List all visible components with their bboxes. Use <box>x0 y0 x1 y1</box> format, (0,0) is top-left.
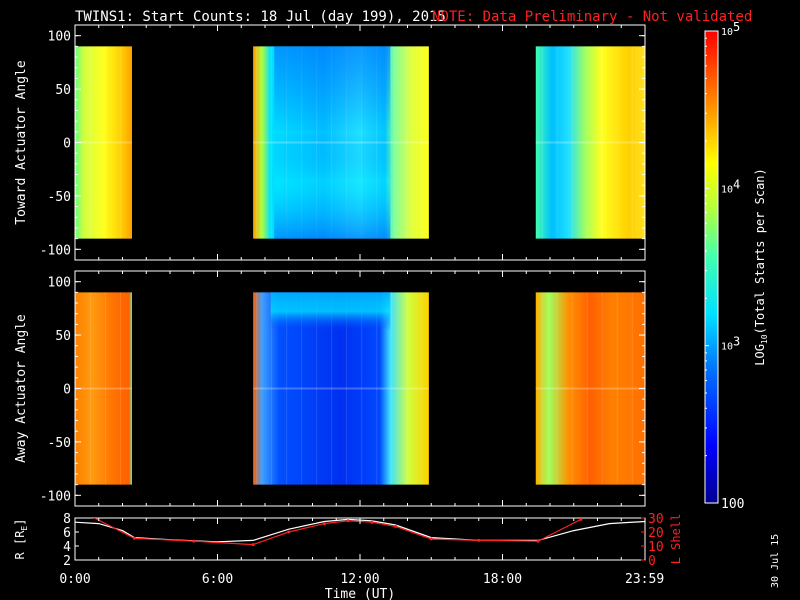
preliminary-note: NOTE: Data Preliminary - Not validated <box>432 9 753 25</box>
toward-panel: 100 50 0 -50 -100 Toward Actuator Angle <box>14 24 646 261</box>
toward-block-shading <box>274 46 391 239</box>
l-shell-point <box>370 520 374 524</box>
toward-stripe <box>90 46 91 239</box>
toward-stripe <box>631 46 633 239</box>
l-shell-point <box>536 539 540 543</box>
r-ytick-label: 8 <box>63 512 71 527</box>
colorbar-tick-label: 100 <box>721 497 744 512</box>
toward-stripe <box>556 46 558 239</box>
away-stripe <box>571 292 573 485</box>
time-tick-label: 6:00 <box>202 572 233 587</box>
l-shell-point <box>429 537 433 541</box>
away-ytick-label: 100 <box>48 276 71 291</box>
toward-stripe <box>586 46 588 239</box>
away-stripe <box>556 292 558 485</box>
away-ytick-label: 50 <box>55 329 71 344</box>
time-axis-label: Time (UT) <box>325 587 395 600</box>
away-stripe <box>631 292 633 485</box>
toward-block-0 <box>75 46 132 239</box>
lshell-axis-label: L Shell <box>669 514 683 565</box>
away-ytick-label: 0 <box>63 383 71 398</box>
toward-stripe <box>421 46 423 239</box>
l-shell-point <box>477 538 481 542</box>
r-ytick-label: 6 <box>63 526 71 541</box>
time-tick-label: 18:00 <box>483 572 522 587</box>
colorbar-tick-label: 104 <box>721 177 740 195</box>
toward-stripe <box>601 46 603 239</box>
r-ytick-label: 4 <box>63 540 71 555</box>
away-stripe <box>406 292 408 485</box>
time-tick-label: 0:00 <box>59 572 90 587</box>
toward-block-2 <box>535 46 645 239</box>
toward-ytick-label: 0 <box>63 137 71 152</box>
toward-stripe <box>391 46 393 239</box>
lshell-ytick-label: 10 <box>648 540 664 555</box>
l-shell-point <box>346 519 350 523</box>
colorbar-label: LOG10(Total Starts per Scan) <box>753 168 769 366</box>
away-stripe <box>256 292 258 485</box>
away-ytick-label: -100 <box>40 489 71 504</box>
away-panel: 100 50 0 -50 -100 Away Actuator Angle <box>14 270 646 507</box>
r-ytick-label: 2 <box>63 554 71 569</box>
away-stripe <box>601 292 603 485</box>
toward-stripe <box>571 46 573 239</box>
l-shell-point <box>579 518 583 521</box>
lshell-ytick-label: 30 <box>648 512 664 527</box>
away-block-2 <box>535 292 645 485</box>
r-axis-label: R [RE] <box>13 519 29 560</box>
time-tick-label: 12:00 <box>340 572 379 587</box>
away-stripe <box>391 292 393 485</box>
colorbar-tick-label: 103 <box>721 335 740 353</box>
l-shell-point <box>322 522 326 526</box>
lshell-ytick-label: 20 <box>648 526 664 541</box>
toward-stripe <box>120 46 121 239</box>
away-stripe <box>421 292 423 485</box>
away-stripe <box>90 292 91 485</box>
colorbar-tick-label: 105 <box>721 20 740 38</box>
away-stripe <box>120 292 121 485</box>
toward-ytick-label: -100 <box>40 243 71 258</box>
toward-stripe <box>406 46 408 239</box>
away-stripe <box>586 292 588 485</box>
toward-ylabel: Toward Actuator Angle <box>14 60 29 225</box>
away-ytick-label: -50 <box>48 436 71 451</box>
toward-ytick-label: -50 <box>48 190 71 205</box>
away-ylabel: Away Actuator Angle <box>14 314 29 463</box>
away-block-band <box>270 292 391 485</box>
l-shell-point <box>192 539 196 543</box>
away-block-0 <box>75 292 132 485</box>
l-shell-point <box>394 524 398 528</box>
toward-ytick-label: 50 <box>55 83 71 98</box>
l-shell-point <box>287 530 291 534</box>
away-stripe <box>105 292 106 485</box>
colorbar <box>704 30 719 504</box>
l-shell-point <box>132 536 136 540</box>
toward-stripe <box>256 46 258 239</box>
chart-title: TWINS1: Start Counts: 18 Jul (day 199), … <box>75 9 446 25</box>
away-stripe <box>616 292 618 485</box>
time-tick-label: 23:59 <box>625 572 664 587</box>
l-shell-point <box>251 543 255 547</box>
toward-stripe <box>616 46 618 239</box>
lshell-ytick-label: 0 <box>648 554 656 569</box>
l-shell-point <box>91 518 93 519</box>
away-stripe <box>541 292 543 485</box>
toward-stripe <box>541 46 543 239</box>
toward-stripe <box>105 46 106 239</box>
toward-stripe <box>271 46 273 239</box>
toward-ytick-label: 100 <box>48 30 71 45</box>
